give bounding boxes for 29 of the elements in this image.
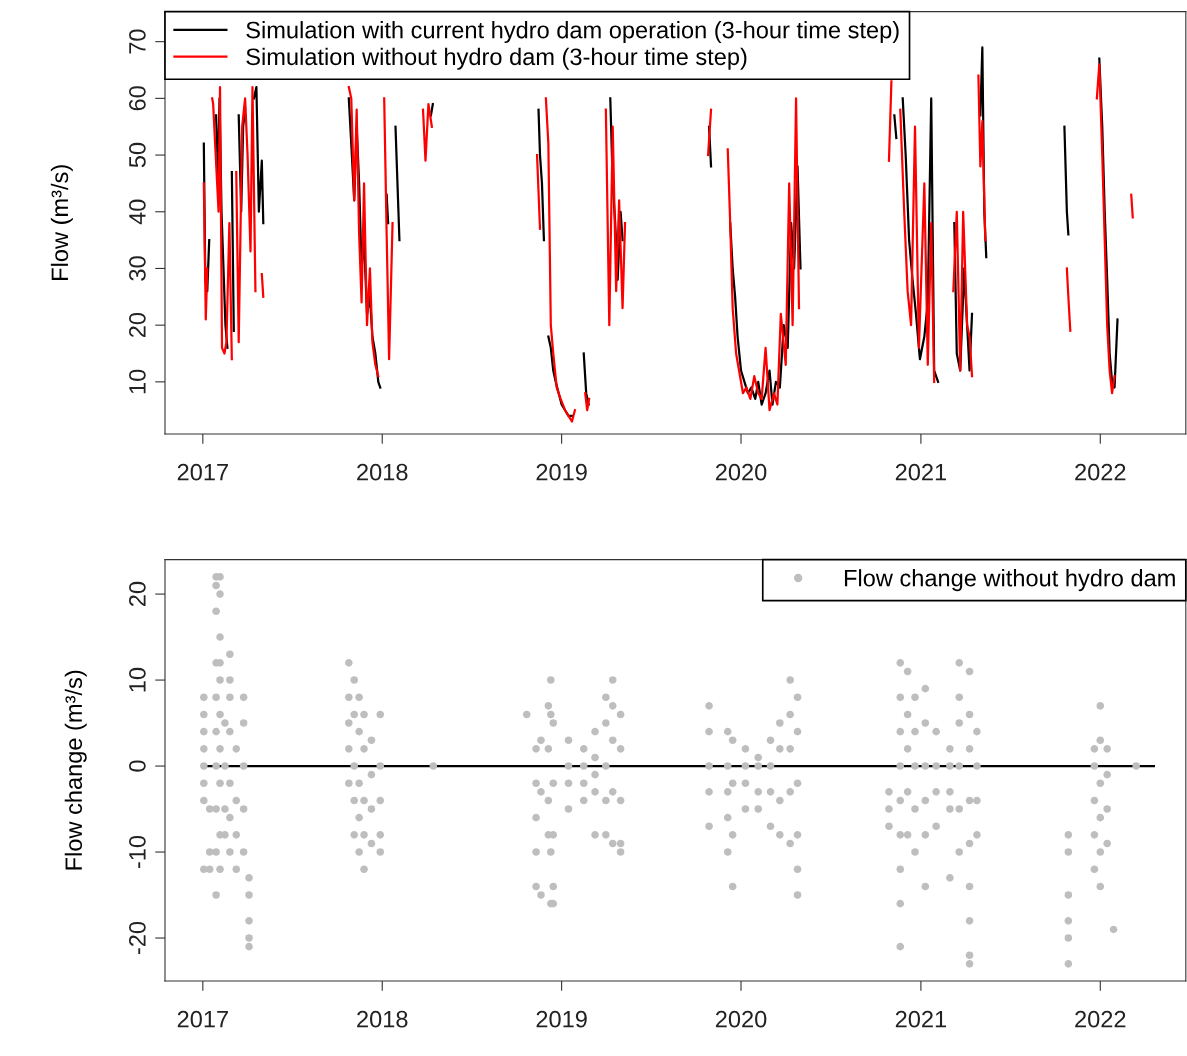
x-tick-label: 2021: [895, 1010, 947, 1028]
y-tick-label: 70: [129, 29, 146, 54]
y-tick-label: -10: [129, 835, 146, 869]
x-tick-label: 2019: [536, 1010, 587, 1028]
x-tick-label: 2020: [715, 1010, 767, 1028]
x-tick-label: 2022: [1075, 463, 1126, 481]
x-tick-label: 2018: [357, 463, 408, 481]
x-tick-label: 2018: [357, 1010, 408, 1028]
y-tick-label: 60: [129, 86, 146, 111]
legend-label: Simulation without hydro dam (3-hour time step): [246, 47, 747, 70]
y-tick-label: 30: [129, 256, 146, 281]
y-tick-label: 10: [129, 369, 146, 394]
y-axis-title: Flow change (m³/s): [64, 670, 87, 870]
x-tick-label: 2022: [1075, 1010, 1126, 1028]
y-tick-label: 20: [129, 581, 146, 607]
y-tick-label: 20: [129, 312, 146, 338]
x-tick-label: 2017: [177, 463, 228, 481]
y-tick-label: 0: [129, 760, 146, 772]
legend-label: Flow change without hydro dam: [844, 569, 1175, 592]
legend-label: Simulation with current hydro dam operation (3-hour time step): [246, 21, 899, 44]
y-tick-label: 10: [129, 667, 146, 692]
x-tick-label: 2017: [177, 1010, 228, 1028]
x-tick-label: 2019: [536, 463, 587, 481]
y-tick-label: -20: [129, 921, 146, 955]
y-axis-title: Flow (m³/s): [50, 165, 73, 280]
x-tick-label: 2020: [715, 463, 767, 481]
y-tick-label: 50: [129, 142, 146, 168]
x-tick-label: 2021: [895, 463, 947, 481]
y-tick-label: 40: [129, 199, 146, 225]
